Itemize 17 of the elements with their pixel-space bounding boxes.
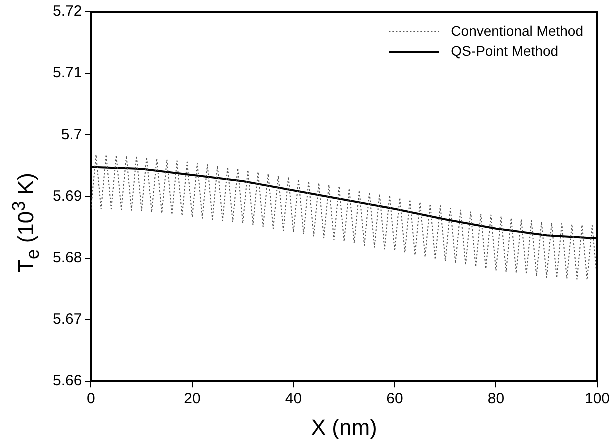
y-tick-label: 5.68	[52, 250, 82, 267]
y-tick-label: 5.69	[52, 188, 82, 205]
x-tick-label: 40	[285, 390, 302, 408]
y-tick-label: 5.72	[52, 3, 82, 20]
x-tick-label: 80	[488, 390, 505, 408]
x-tick-label: 0	[87, 390, 96, 408]
x-axis-title: X (nm)	[311, 414, 378, 440]
legend-label: Conventional Method	[451, 22, 584, 39]
x-tick-label: 60	[386, 390, 404, 408]
y-tick-label: 5.67	[52, 311, 82, 328]
legend-label: QS-Point Method	[451, 42, 559, 59]
line-series	[91, 154, 598, 282]
x-tick-label: 20	[184, 390, 201, 408]
x-tick-label: 100	[584, 390, 610, 408]
y-tick-label: 5.71	[52, 64, 82, 82]
y-tick-label: 5.66	[52, 372, 82, 390]
y-tick-label: 5.7	[61, 126, 82, 144]
